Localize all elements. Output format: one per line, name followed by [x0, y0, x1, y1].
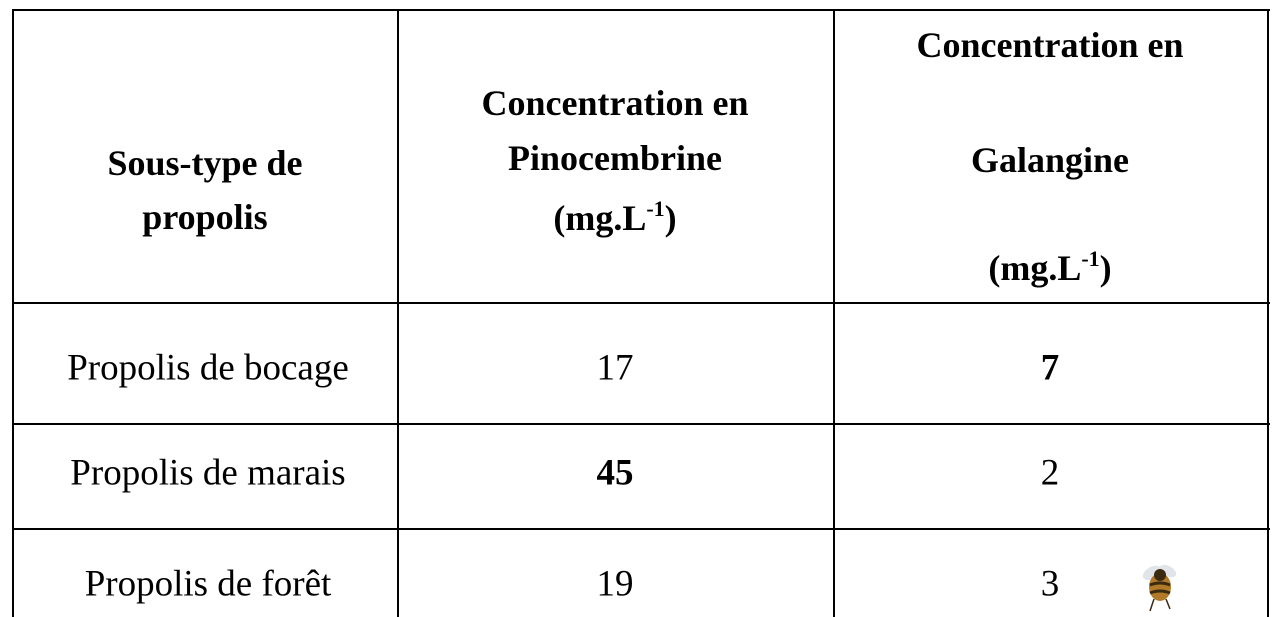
page: Sous-type de propolis Concentration en P… [0, 0, 1281, 617]
unit-sup: -1 [646, 196, 664, 221]
column-line [833, 10, 835, 617]
row-line [12, 423, 1270, 425]
header-cell: propolis [142, 199, 267, 235]
unit-text: ) [1100, 248, 1112, 288]
header-cell: Pinocembrine [508, 140, 722, 176]
header-unit: (mg.L-1) [553, 200, 676, 236]
header-cell: Concentration en [917, 27, 1184, 63]
table-border [12, 9, 1270, 11]
cell: 7 [1041, 350, 1060, 387]
cell: 19 [597, 566, 634, 603]
cell: 45 [597, 455, 634, 492]
bee-icon [1130, 555, 1190, 615]
cell: 17 [597, 350, 634, 387]
header-unit: (mg.L-1) [988, 250, 1111, 286]
column-line [12, 10, 14, 617]
header-cell: Concentration en [482, 85, 749, 121]
row-line [12, 302, 1270, 304]
unit-text: (mg.L [553, 198, 646, 238]
cell: Propolis de forêt [85, 566, 332, 603]
unit-text: ) [665, 198, 677, 238]
unit-text: (mg.L [988, 248, 1081, 288]
cell: 3 [1041, 566, 1060, 603]
header-cell: Galangine [971, 142, 1129, 178]
cell: Propolis de marais [70, 455, 345, 492]
row-line [12, 528, 1270, 530]
column-line [1267, 10, 1269, 617]
header-cell: Sous-type de [107, 145, 302, 181]
cell: Propolis de bocage [67, 350, 349, 387]
unit-sup: -1 [1081, 246, 1099, 271]
cell: 2 [1041, 455, 1060, 492]
column-line [397, 10, 399, 617]
